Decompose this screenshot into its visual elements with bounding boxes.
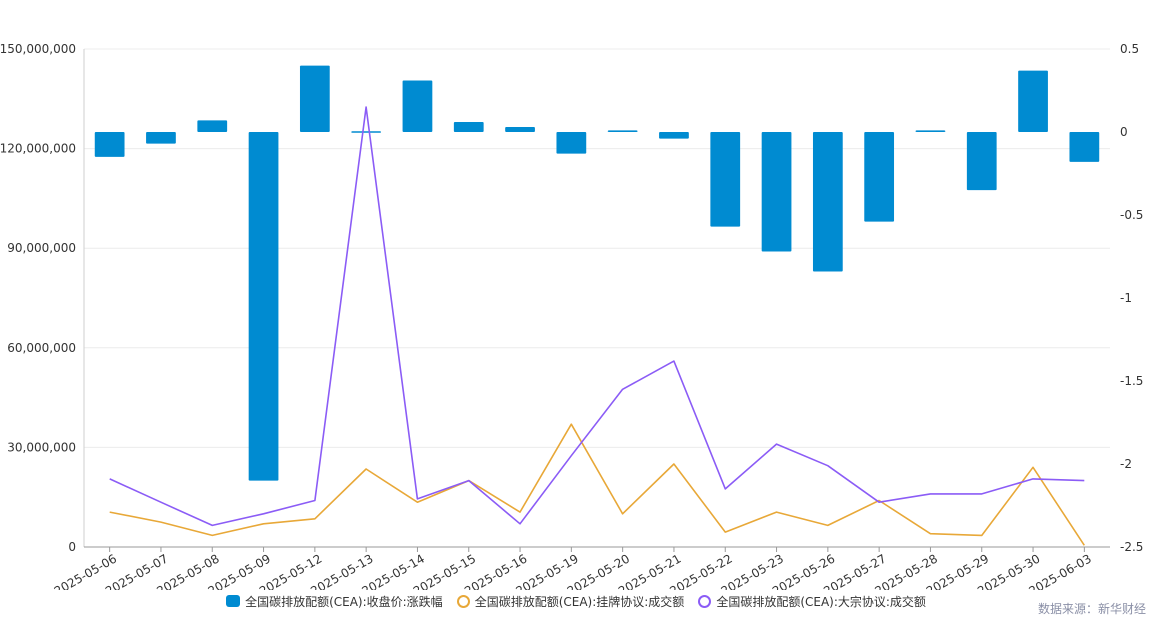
left-axis-tick: 0: [68, 540, 76, 554]
right-axis-tick: 0.5: [1120, 42, 1139, 56]
bar-2025-05-21: [659, 132, 689, 139]
legend-label-bar: 全国碳排放配额(CEA):收盘价:涨跌幅: [245, 594, 443, 609]
combo-chart: 0 30,000,000 60,000,000 90,000,000 120,000,0…: [0, 42, 1143, 590]
bar-2025-05-14: [402, 80, 433, 132]
bar-2025-05-29: [966, 132, 997, 191]
bar-2025-05-23: [761, 132, 792, 252]
bar-2025-05-06: [94, 132, 125, 157]
bar-2025-05-20: [607, 130, 638, 132]
line-block-agreement: [109, 106, 1085, 527]
legend-label-listing: 全国碳排放配额(CEA):挂牌协议:成交额: [474, 594, 685, 609]
legend-label-block: 全国碳排放配额(CEA):大宗协议:成交额: [716, 594, 926, 609]
bar-2025-05-27: [864, 132, 895, 222]
left-axis-tick: 150,000,000: [0, 42, 76, 56]
right-axis-tick: 0: [1120, 125, 1128, 139]
left-axis-tick: 120,000,000: [0, 142, 76, 156]
left-axis-tick: 90,000,000: [7, 241, 76, 255]
bar-2025-05-08: [197, 120, 228, 132]
bar-2025-05-28: [915, 130, 946, 132]
legend-item-bar[interactable]: 全国碳排放配额(CEA):收盘价:涨跌幅: [226, 593, 443, 610]
bar-2025-05-16: [505, 127, 535, 132]
legend-item-block[interactable]: 全国碳排放配额(CEA):大宗协议:成交额: [698, 593, 926, 610]
legend-bar-swatch: [226, 595, 241, 607]
bar-2025-05-09: [248, 132, 279, 481]
bar-2025-05-22: [710, 132, 741, 227]
legend: 全国碳排放配额(CEA):收盘价:涨跌幅 全国碳排放配额(CEA):挂牌协议:成…: [0, 590, 1152, 612]
bar-2025-05-13: [351, 131, 382, 133]
right-axis-tick: -1.5: [1120, 374, 1143, 388]
legend-line-swatch-block: [698, 594, 712, 608]
right-axis-tick: -2.5: [1120, 540, 1143, 554]
line-listing-agreement: [109, 423, 1085, 546]
legend-item-listing[interactable]: 全国碳排放配额(CEA):挂牌协议:成交额: [456, 593, 685, 610]
right-axis-tick: -2: [1120, 457, 1132, 471]
left-axis-tick: 30,000,000: [7, 440, 76, 454]
bar-2025-05-26: [812, 132, 843, 272]
legend-line-swatch-listing: [456, 594, 470, 608]
data-source: 数据来源：新华财经: [1037, 602, 1146, 616]
bar-2025-05-07: [146, 132, 176, 144]
bar-2025-05-12: [299, 65, 330, 132]
bar-2025-05-30: [1018, 70, 1048, 132]
bar-2025-05-19: [556, 132, 587, 154]
left-axis-tick: 60,000,000: [7, 341, 76, 355]
right-axis-tick: -0.5: [1120, 208, 1143, 222]
right-axis-tick: -1: [1120, 291, 1132, 305]
bar-2025-06-03: [1069, 132, 1100, 162]
bar-2025-05-15: [453, 122, 484, 132]
